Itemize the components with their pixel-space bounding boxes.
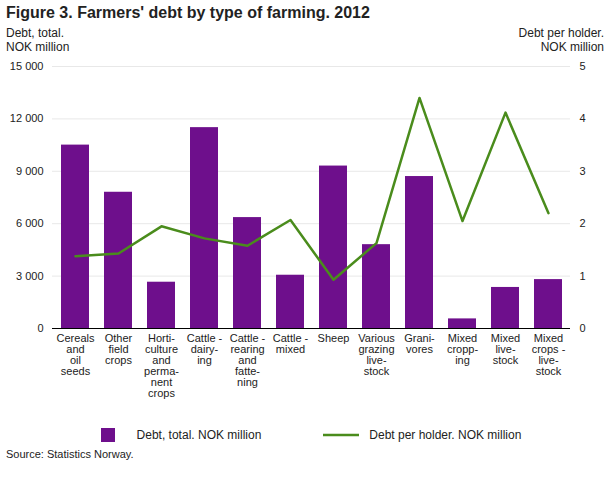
svg-text:1: 1 <box>580 270 586 282</box>
svg-text:Cattle -mixed: Cattle -mixed <box>273 332 309 355</box>
svg-text:4: 4 <box>580 112 586 124</box>
svg-text:15 000: 15 000 <box>10 60 44 72</box>
html-text:Debt, total. NOK million: Debt, total. NOK million <box>136 428 262 442</box>
svg-text:Variousgrazinglive-stock: Variousgrazinglive-stock <box>358 332 395 377</box>
svg-text:Mixedcrops -live-stock: Mixedcrops -live-stock <box>532 332 566 377</box>
svg-text:12 000: 12 000 <box>10 112 44 124</box>
svg-text:Mixedcropp-ing: Mixedcropp-ing <box>447 332 479 366</box>
svg-text:Cerealsandoilseeds: Cerealsandoilseeds <box>57 332 95 377</box>
svg-text:0: 0 <box>580 322 586 334</box>
html-text:Debt, total. NOK million: Debt, total. NOK million <box>6 26 70 54</box>
svg-text:Sheep: Sheep <box>318 332 350 344</box>
html-text:Source: Statistics Norway.: Source: Statistics Norway. <box>6 448 134 460</box>
svg-text:3 000: 3 000 <box>16 270 44 282</box>
svg-text:Otherfieldcrops: Otherfieldcrops <box>105 332 133 366</box>
html-text:Debt per holder. NOK million: Debt per holder. NOK million <box>369 428 522 442</box>
svg-text:9 000: 9 000 <box>16 165 44 177</box>
html-text:Debt per holder. NOK million: Debt per holder. NOK million <box>518 26 604 54</box>
svg-text:Grani-vores: Grani-vores <box>404 332 435 355</box>
html-text:Figure 3. Farmers' debt by typ: Figure 3. Farmers' debt by type of farmi… <box>6 4 370 21</box>
svg-text:Cattle -dairy-ing: Cattle -dairy-ing <box>187 332 223 366</box>
svg-text:0: 0 <box>37 322 43 334</box>
svg-text:Horti-cultureandperma-nentcrop: Horti-cultureandperma-nentcrops <box>144 332 179 399</box>
svg-text:2: 2 <box>580 217 586 229</box>
svg-text:Cattle -rearingandfatte-ning: Cattle -rearingandfatte-ning <box>230 332 266 388</box>
svg-text:3: 3 <box>580 165 586 177</box>
svg-text:5: 5 <box>580 60 586 72</box>
svg-text:Mixedlive-stock: Mixedlive-stock <box>491 332 520 366</box>
svg-text:6 000: 6 000 <box>16 217 44 229</box>
